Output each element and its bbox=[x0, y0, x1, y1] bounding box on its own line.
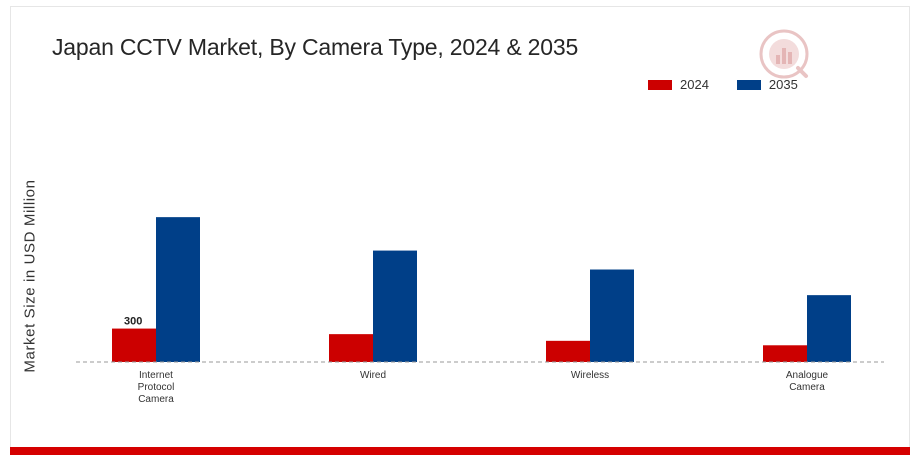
x-tick-label-0-2: Camera bbox=[138, 394, 174, 405]
bar-2024-3 bbox=[763, 345, 807, 362]
bar-2035-1 bbox=[373, 250, 417, 362]
legend-item-2024: 2024 bbox=[648, 77, 709, 92]
legend-label-2024: 2024 bbox=[680, 77, 709, 92]
bar-2024-2 bbox=[546, 340, 590, 362]
bar-2035-3 bbox=[807, 295, 851, 362]
data-label-0-0: 300 bbox=[124, 316, 142, 328]
x-tick-label-0-1: Protocol bbox=[138, 382, 175, 393]
x-tick-label-0-0: Internet bbox=[139, 370, 173, 381]
bottom-accent-bar bbox=[10, 447, 910, 455]
chart-title: Japan CCTV Market, By Camera Type, 2024 … bbox=[52, 34, 579, 60]
bar-2035-2 bbox=[590, 269, 634, 362]
legend: 2024 2035 bbox=[648, 77, 826, 92]
x-tick-label-3-0: Analogue bbox=[786, 370, 829, 381]
legend-swatch-2035 bbox=[736, 79, 761, 90]
x-tick-label-3-1: Camera bbox=[789, 382, 825, 393]
bar-2024-0 bbox=[112, 328, 156, 362]
x-tick-label-1-0: Wired bbox=[360, 370, 386, 381]
bar-2035-0 bbox=[156, 217, 200, 362]
legend-swatch-2024 bbox=[648, 79, 672, 90]
x-tick-label-2-0: Wireless bbox=[571, 370, 609, 381]
bar-2024-1 bbox=[329, 334, 373, 362]
legend-item-2035: 2035 bbox=[736, 77, 798, 92]
legend-label-2035: 2035 bbox=[768, 77, 798, 92]
market-research-logo-icon bbox=[759, 29, 809, 79]
